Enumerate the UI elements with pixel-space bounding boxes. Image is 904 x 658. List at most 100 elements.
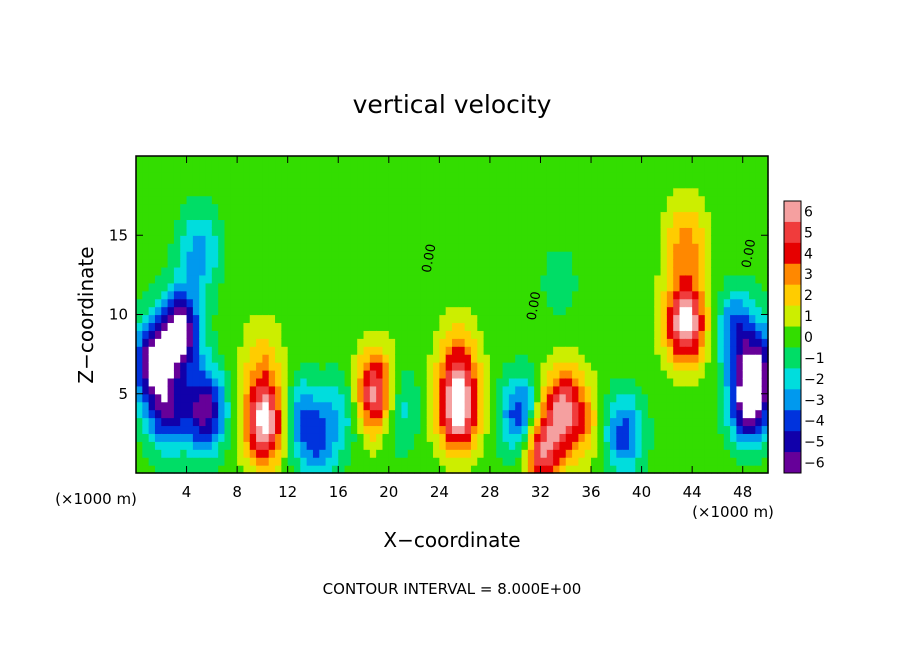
- heatmap-cell: [142, 235, 150, 244]
- heatmap-cell: [654, 156, 662, 165]
- y-tick-label: 5: [118, 385, 128, 403]
- heatmap-cell: [243, 298, 251, 308]
- heatmap-cell: [300, 274, 308, 284]
- heatmap-cell: [483, 274, 491, 284]
- colorbar-label: −1: [804, 351, 825, 367]
- heatmap-cell: [319, 243, 327, 252]
- heatmap-cell: [603, 457, 611, 466]
- heatmap-cell: [477, 211, 485, 221]
- heatmap-cell: [401, 156, 409, 165]
- heatmap-cell: [711, 362, 719, 371]
- heatmap-cell: [306, 377, 314, 387]
- heatmap-cell: [553, 385, 561, 395]
- heatmap-cell: [192, 290, 200, 300]
- heatmap-cell: [749, 235, 756, 244]
- heatmap-cell: [287, 322, 295, 331]
- heatmap-cell: [515, 235, 523, 244]
- heatmap-cell: [742, 274, 750, 284]
- heatmap-cell: [256, 195, 263, 205]
- heatmap-cell: [742, 179, 750, 189]
- heatmap-cell: [281, 457, 289, 466]
- y-axis-label: Z−coordinate: [74, 246, 98, 383]
- heatmap-cell: [331, 425, 339, 434]
- heatmap-cell: [439, 362, 447, 371]
- heatmap-cell: [603, 346, 611, 355]
- heatmap-cell: [173, 274, 181, 284]
- heatmap-cell: [192, 179, 200, 189]
- heatmap-cell: [692, 417, 700, 427]
- heatmap-cell: [142, 354, 150, 363]
- heatmap-cell: [256, 449, 263, 458]
- heatmap-cell: [603, 219, 611, 228]
- heatmap-cell: [559, 385, 567, 395]
- heatmap-cell: [287, 243, 295, 252]
- heatmap-cell: [306, 266, 314, 276]
- heatmap-cell: [622, 465, 630, 474]
- heatmap-cell: [262, 385, 270, 395]
- heatmap-cell: [591, 393, 598, 403]
- heatmap-cell: [287, 219, 295, 228]
- heatmap-cell: [496, 203, 504, 213]
- heatmap-cell: [711, 306, 719, 316]
- heatmap-cell: [319, 465, 327, 474]
- heatmap-cell: [515, 219, 523, 228]
- heatmap-cell: [755, 369, 763, 379]
- heatmap-cell: [357, 401, 365, 411]
- heatmap-cell: [300, 385, 308, 395]
- heatmap-cell: [338, 346, 346, 355]
- heatmap-cell: [685, 346, 693, 355]
- heatmap-cell: [591, 163, 598, 173]
- heatmap-cell: [711, 314, 719, 324]
- heatmap-cell: [306, 330, 314, 339]
- heatmap-cell: [407, 433, 415, 442]
- heatmap-cell: [628, 465, 636, 474]
- heatmap-cell: [546, 290, 554, 300]
- heatmap-cell: [749, 156, 756, 165]
- heatmap-cell: [319, 457, 327, 466]
- heatmap-cell: [287, 251, 295, 260]
- heatmap-cell: [445, 393, 453, 403]
- heatmap-cell: [161, 449, 169, 458]
- heatmap-cell: [704, 298, 712, 308]
- heatmap-cell: [553, 409, 561, 419]
- heatmap-cell: [249, 251, 257, 260]
- heatmap-cell: [610, 282, 617, 292]
- heatmap-cell: [376, 385, 384, 395]
- heatmap-cell: [730, 425, 737, 434]
- heatmap-cell: [496, 425, 504, 434]
- heatmap-cell: [325, 211, 333, 221]
- heatmap-cell: [382, 401, 390, 411]
- heatmap-cell: [527, 179, 535, 189]
- heatmap-cell: [275, 163, 282, 173]
- heatmap-cell: [445, 346, 453, 355]
- colorbar-label: −5: [804, 435, 825, 451]
- heatmap-cell: [294, 369, 301, 379]
- heatmap-cell: [243, 259, 251, 268]
- heatmap-cell: [167, 354, 175, 363]
- heatmap-cell: [553, 433, 561, 442]
- heatmap-cell: [167, 171, 175, 181]
- heatmap-cell: [673, 259, 681, 268]
- heatmap-cell: [584, 211, 592, 221]
- heatmap-cell: [477, 362, 485, 371]
- heatmap-cell: [673, 362, 681, 371]
- heatmap-cell: [553, 465, 561, 474]
- heatmap-cell: [148, 235, 156, 244]
- heatmap-cell: [167, 425, 175, 434]
- heatmap-cell: [477, 377, 485, 387]
- heatmap-cell: [692, 449, 700, 458]
- heatmap-cell: [489, 401, 497, 411]
- heatmap-cell: [508, 401, 516, 411]
- heatmap-cell: [464, 282, 472, 292]
- heatmap-cell: [357, 203, 365, 213]
- heatmap-cell: [736, 156, 744, 165]
- heatmap-cell: [578, 322, 586, 331]
- heatmap-cell: [338, 377, 346, 387]
- heatmap-cell: [502, 163, 510, 173]
- heatmap-cell: [736, 433, 744, 442]
- heatmap-cell: [281, 425, 289, 434]
- heatmap-cell: [186, 282, 194, 292]
- heatmap-cell: [439, 433, 447, 442]
- heatmap-cell: [489, 330, 497, 339]
- heatmap-cell: [136, 338, 143, 347]
